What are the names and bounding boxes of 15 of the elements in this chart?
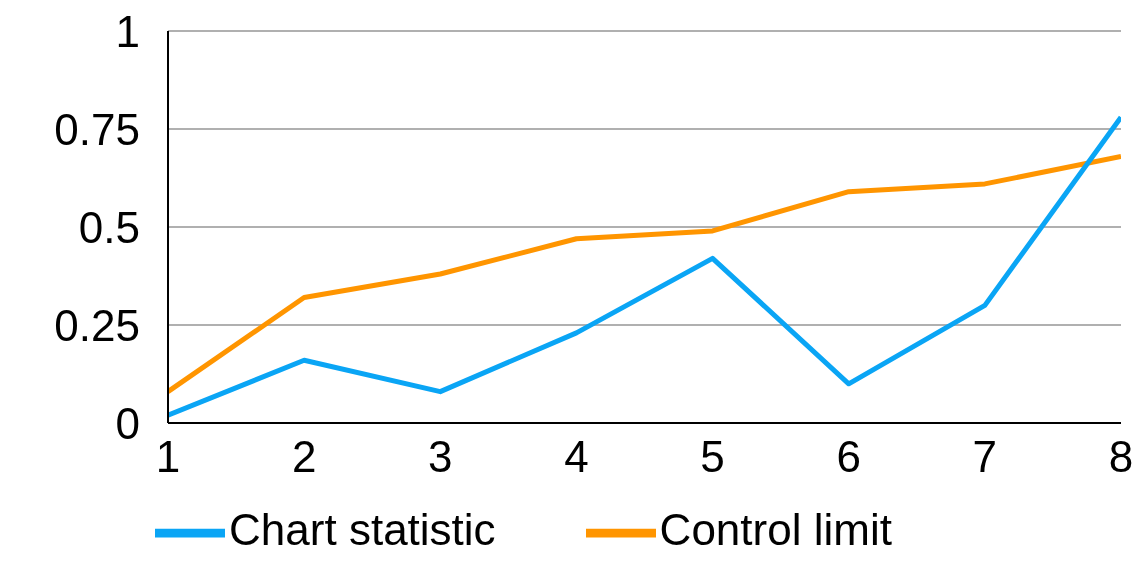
x-tick-label: 8: [1108, 432, 1134, 482]
x-tick-label: 2: [291, 432, 317, 482]
y-tick-label: 0.75: [54, 104, 140, 154]
y-tick-label: 0.5: [78, 202, 140, 252]
y-tick-label: 0: [115, 398, 140, 448]
x-tick-label: 5: [700, 432, 725, 482]
x-tick-label: 4: [564, 432, 589, 482]
legend-label: Control limit: [659, 504, 892, 554]
x-tick-label: 1: [155, 432, 181, 482]
x-tick-label: 7: [972, 432, 998, 482]
legend-label: Chart statistic: [229, 504, 496, 554]
x-tick-label: 3: [428, 432, 453, 482]
y-tick-label: 0.25: [54, 300, 140, 350]
x-tick-label: 6: [836, 432, 861, 482]
y-tick-label: 1: [115, 6, 140, 56]
